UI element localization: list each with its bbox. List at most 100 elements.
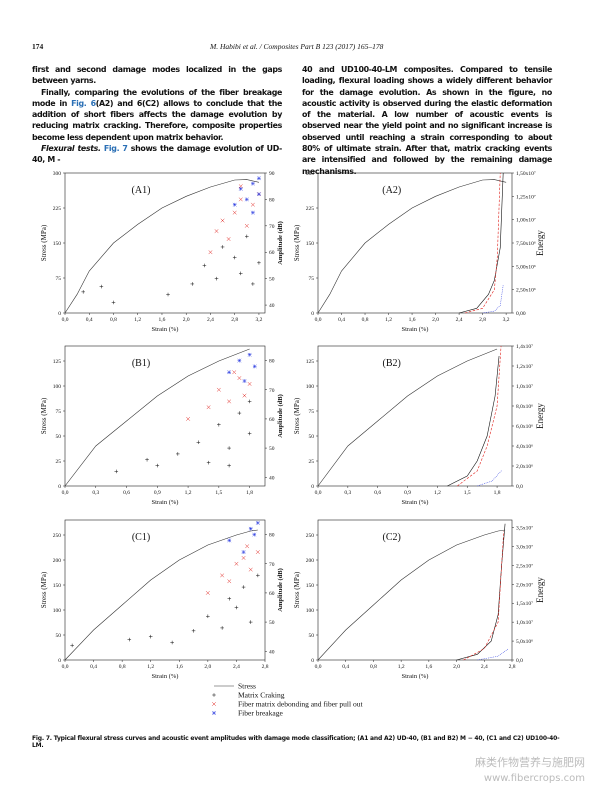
x-tick-label: 0,0 — [62, 490, 69, 496]
energy-curve — [456, 523, 506, 661]
y-tick-label: 200 — [53, 558, 62, 564]
legend-symbol — [212, 711, 216, 715]
y-tick-label: 125 — [53, 359, 62, 365]
event-marker — [226, 237, 231, 242]
left-column: first and second damage modes localized … — [32, 64, 282, 166]
y2-tick-label: 3,0x10⁷ — [516, 544, 533, 550]
y-tick-label: 75 — [56, 409, 62, 415]
running-head: M. Habibi et al. / Composites Part B 123… — [210, 42, 384, 51]
event-marker — [245, 234, 249, 239]
x-axis-title: Strain (%) — [152, 326, 179, 333]
x-tick-label: 0,6 — [374, 490, 381, 496]
x-tick-label: 2,4 — [207, 317, 214, 323]
x-tick-label: 2,8 — [509, 664, 516, 670]
figure-link[interactable]: Fig. 7 — [103, 144, 128, 154]
plot-frame — [317, 172, 513, 314]
y-tick-label: 0 — [58, 658, 61, 664]
event-marker — [232, 202, 237, 207]
y2-tick-label: 60 — [269, 591, 275, 597]
event-marker — [242, 379, 247, 383]
x-tick-label: 2,4 — [456, 317, 463, 323]
y2-tick-label: 60 — [269, 417, 275, 423]
x-tick-label: 3,2 — [503, 317, 510, 323]
x-tick-label: 0,0 — [62, 664, 69, 670]
y2-tick-label: 40 — [269, 649, 275, 655]
event-marker — [242, 393, 247, 398]
y2-tick-label: 8,0x10⁶ — [516, 404, 533, 410]
y-tick-label: 200 — [306, 558, 315, 564]
x-tick-label: 1,8 — [494, 490, 501, 496]
event-marker — [206, 460, 211, 465]
x-tick-label: 1,6 — [159, 317, 166, 323]
stress-curve — [317, 529, 506, 661]
event-marker — [250, 202, 255, 207]
event-marker — [170, 640, 174, 645]
plot-frame — [317, 345, 513, 487]
y2-tick-label: 90 — [269, 171, 275, 177]
energy-curve — [457, 345, 502, 487]
y-axis-title: Stress (MPa) — [40, 397, 48, 434]
event-marker — [237, 358, 242, 363]
y-tick-label: 50 — [56, 633, 62, 639]
y-tick-label: 100 — [53, 384, 62, 390]
x-axis-title: Strain (%) — [152, 499, 179, 506]
stress-curve — [317, 348, 498, 487]
caption: Fig. 7. Typical flexural stress curves a… — [32, 735, 560, 749]
panel-label: (C1) — [132, 532, 150, 543]
y2-axis-title: Amplitude (dB) — [277, 394, 284, 438]
y2-tick-label: 80 — [269, 533, 275, 539]
y2-tick-label: 4,0x10⁶ — [516, 444, 533, 450]
event-marker — [252, 364, 257, 369]
event-marker — [232, 210, 237, 215]
event-marker — [247, 381, 252, 386]
x-tick-label: 1,2 — [385, 317, 392, 323]
text: shows the damage evolution of UD-40, M - — [32, 144, 282, 165]
x-tick-label: 0,8 — [370, 664, 377, 670]
y2-tick-label: 1,2x10⁷ — [516, 364, 533, 370]
legend-symbol — [212, 693, 216, 697]
page-number: 174 — [32, 42, 44, 51]
event-marker — [248, 620, 253, 624]
figure-link[interactable]: Fig. 6 — [71, 98, 96, 108]
x-tick-label: 0,4 — [86, 317, 93, 323]
y2-tick-label: 1,00x10⁷ — [516, 218, 536, 224]
x-axis-title: Strain (%) — [402, 326, 429, 333]
y2-tick-label: 1,5x10⁷ — [516, 601, 533, 607]
y2-tick-label: 3,5x10⁷ — [516, 526, 533, 532]
y2-tick-label: 50 — [269, 446, 275, 452]
x-tick-label: 0,8 — [362, 317, 369, 323]
event-marker — [256, 192, 261, 197]
event-marker — [227, 596, 232, 601]
x-tick-label: 0,8 — [119, 664, 126, 670]
event-marker — [247, 399, 252, 404]
event-marker — [205, 590, 210, 595]
y-tick-label: 150 — [53, 241, 62, 247]
event-marker — [206, 614, 210, 619]
stress-curve — [64, 179, 260, 314]
x-tick-label: 0,4 — [90, 664, 97, 670]
event-marker — [241, 585, 246, 589]
y2-tick-label: 40 — [269, 303, 275, 309]
x-tick-label: 1,5 — [215, 490, 222, 496]
y-tick-label: 75 — [56, 276, 62, 282]
event-marker — [220, 218, 225, 223]
legend-label: Fiber matrix debonding and fiber pull ou… — [238, 700, 363, 709]
watermark: www.fibercrops.com — [483, 773, 585, 784]
energy-curve — [482, 284, 504, 314]
event-marker — [214, 276, 219, 281]
panel-label: (B2) — [383, 358, 401, 369]
y-tick-label: 300 — [306, 171, 315, 177]
y2-tick-label: 6,0x10⁶ — [516, 424, 533, 430]
x-tick-label: 2,8 — [262, 664, 269, 670]
panel-label: (C2) — [383, 532, 401, 543]
y-tick-label: 150 — [306, 583, 315, 589]
event-marker — [250, 210, 255, 215]
event-marker — [245, 544, 250, 549]
paragraph: first and second damage modes localized … — [32, 65, 282, 86]
event-marker — [227, 399, 232, 404]
y-tick-label: 100 — [306, 384, 315, 390]
x-tick-label: 0,6 — [123, 490, 130, 496]
y-tick-label: 250 — [53, 533, 62, 539]
energy-curve — [477, 648, 509, 661]
y-tick-label: 0 — [311, 658, 314, 664]
